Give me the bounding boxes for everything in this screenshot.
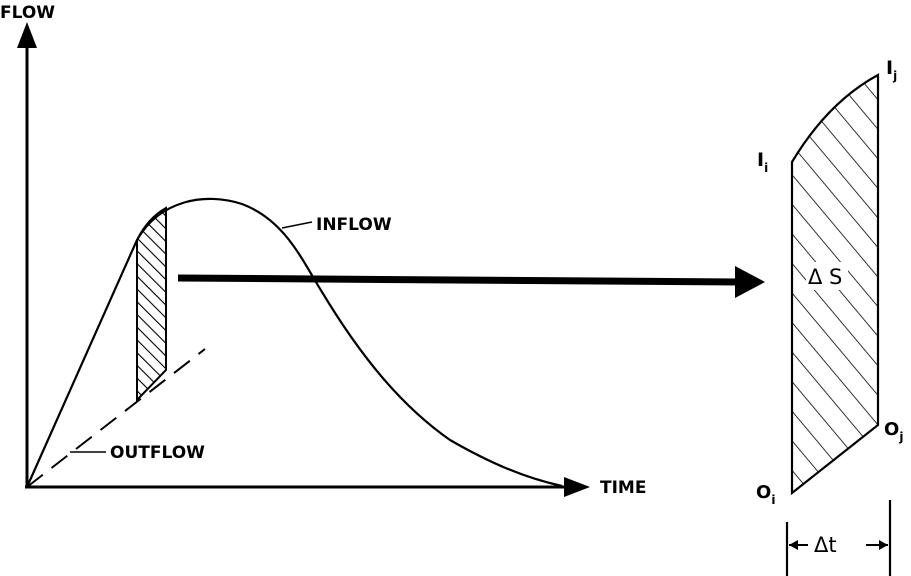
dt-right-arrowhead bbox=[879, 540, 888, 550]
storage-strip-hatched bbox=[136, 206, 167, 403]
dt-left-arrowhead bbox=[789, 540, 798, 550]
time-step-symbol: Δt bbox=[814, 533, 837, 557]
x-axis-arrowhead bbox=[564, 477, 590, 497]
outflow-label: OUTFLOW bbox=[110, 443, 205, 463]
inflow-j-label: Ij bbox=[886, 57, 897, 83]
y-axis-arrowhead bbox=[17, 22, 37, 48]
storage-label-backdrop bbox=[806, 262, 848, 290]
expansion-arrow-shaft bbox=[177, 274, 739, 286]
outflow-i-label: Oi bbox=[756, 482, 775, 507]
expansion-arrowhead bbox=[735, 266, 765, 298]
outflow-j-label: Oj bbox=[884, 419, 903, 444]
x-axis-label: TIME bbox=[600, 478, 646, 498]
inflow-curve bbox=[25, 197, 563, 488]
inflow-leader bbox=[281, 221, 313, 229]
storage-symbol: Δ S bbox=[808, 265, 842, 289]
y-axis-label: FLOW bbox=[0, 3, 55, 23]
inflow-label: INFLOW bbox=[316, 215, 392, 235]
outflow-line bbox=[26, 348, 206, 488]
inflow-i-label: Ii bbox=[757, 149, 768, 175]
